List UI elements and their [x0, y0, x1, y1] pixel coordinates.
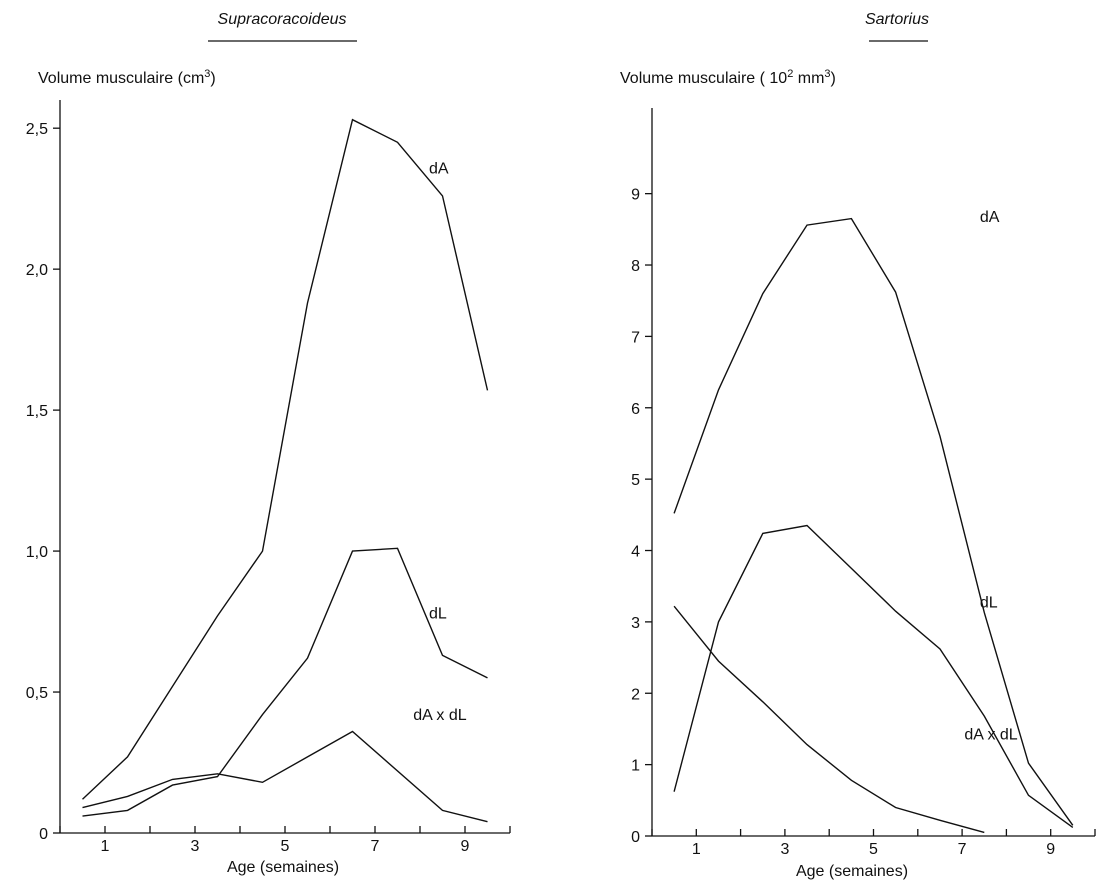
y-tick-label: 7 [631, 329, 640, 346]
x-tick-label: 7 [958, 841, 967, 858]
axes: 0 1 2 3 4 5 6 7 8 9 1 3 5 7 9 [631, 108, 1096, 858]
y-tick-label: 2 [631, 686, 640, 703]
x-tick-label: 3 [191, 838, 200, 855]
x-tick-label: 7 [371, 838, 380, 855]
x-tick-label: 5 [281, 838, 290, 855]
series-line-dl [82, 547, 488, 817]
series-label: dL [429, 606, 447, 623]
series-lines: dA dL dA x dL [673, 209, 1074, 834]
series-line-da [673, 217, 1074, 826]
x-tick-label: 1 [692, 841, 701, 858]
axes: 0 0,5 1,0 1,5 2,0 2,5 1 3 5 7 9 [26, 100, 511, 855]
y-tick-label: 4 [631, 544, 640, 561]
y-tick-label: 5 [631, 472, 640, 489]
x-tick-label: 5 [869, 841, 878, 858]
y-tick-label: 0,5 [26, 685, 48, 702]
y-tick-label: 1 [631, 758, 640, 775]
y-tick-label: 6 [631, 401, 640, 418]
x-axis-label: Age (semaines) [796, 863, 908, 880]
x-tick-label: 1 [101, 838, 110, 855]
y-axis-label: Volume musculaire (cm3) [38, 68, 216, 87]
y-tick-label: 2,0 [26, 262, 48, 279]
chart-sartorius: Sartorius Volume musculaire ( 102 mm3) 0… [620, 11, 1096, 880]
x-tick-label: 9 [461, 838, 470, 855]
y-tick-label: 9 [631, 187, 640, 204]
x-tick-label: 9 [1046, 841, 1055, 858]
series-label: dA x dL [413, 707, 466, 724]
series-label: dA [980, 209, 1000, 226]
y-tick-label: 0 [631, 829, 640, 846]
series-label: dA x dL [964, 727, 1017, 744]
chart-title: Sartorius [865, 11, 929, 28]
series-line-dl [673, 524, 1074, 828]
y-tick-label: 2,5 [26, 121, 48, 138]
x-axis-label: Age (semaines) [227, 859, 339, 876]
series-lines: dA dL dA x dL [82, 118, 489, 823]
x-tick-label: 3 [780, 841, 789, 858]
series-line-da [82, 118, 489, 800]
series-label: dA [429, 160, 449, 177]
chart-title: Supracoracoideus [218, 11, 347, 28]
y-tick-label: 0 [39, 826, 48, 843]
y-axis-label: Volume musculaire ( 102 mm3) [620, 68, 836, 87]
series-label: dL [980, 595, 998, 612]
y-tick-label: 8 [631, 258, 640, 275]
series-line-daxdl [673, 605, 985, 834]
y-tick-label: 1,0 [26, 544, 48, 561]
chart-supracoracoideus: Supracoracoideus Volume musculaire (cm3)… [26, 11, 511, 876]
y-tick-label: 1,5 [26, 403, 48, 420]
y-tick-label: 3 [631, 615, 640, 632]
series-line-daxdl [82, 730, 488, 823]
